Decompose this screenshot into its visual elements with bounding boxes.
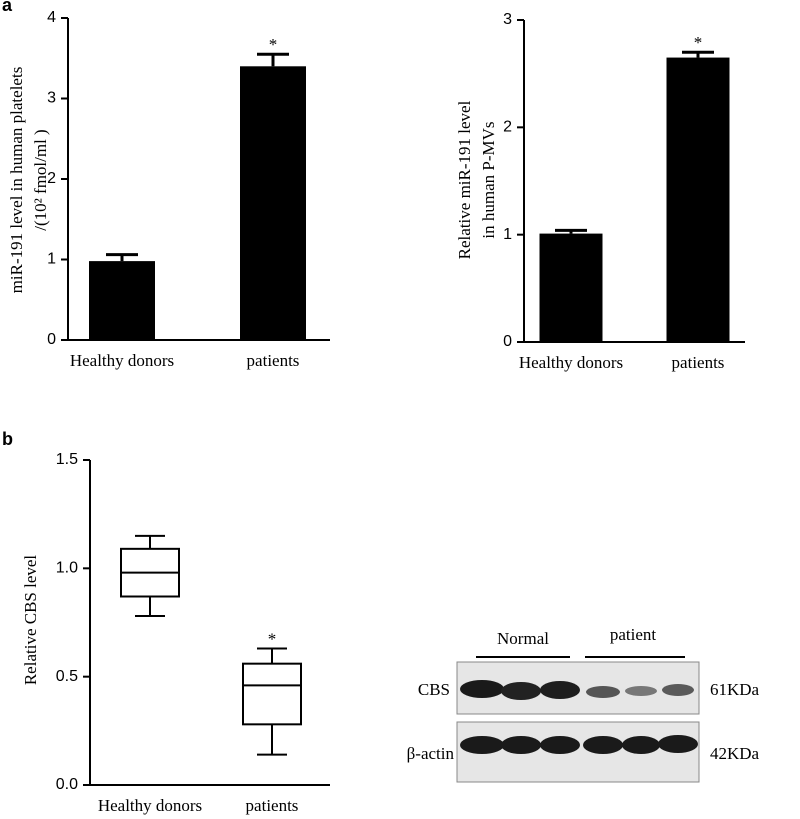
band <box>460 736 504 754</box>
y-axis-label: /(10² fmol/ml ) <box>31 129 50 230</box>
band <box>501 736 541 754</box>
y-tick-label: 0 <box>503 333 512 350</box>
group-label: patient <box>610 625 657 644</box>
y-axis-label: miR-191 level in human platelets <box>7 67 26 294</box>
panel-label: b <box>2 429 13 449</box>
panel-label: a <box>2 0 13 15</box>
x-tick-label: patients <box>247 351 300 370</box>
y-tick-label: 3 <box>503 11 512 28</box>
band <box>622 736 660 754</box>
y-tick-label: 0 <box>47 331 56 348</box>
significance-mark: * <box>268 629 277 648</box>
band <box>540 681 580 699</box>
band <box>460 680 504 698</box>
significance-mark: * <box>694 33 703 52</box>
size-label: 42KDa <box>710 744 760 763</box>
bar <box>89 261 155 340</box>
row-label: CBS <box>418 680 450 699</box>
y-tick-label: 1 <box>47 251 56 268</box>
y-tick-label: 0.0 <box>56 776 78 793</box>
band <box>662 684 694 696</box>
western-blot: Normal patient CBS β-actin 61KDa 42KDa <box>407 625 760 783</box>
band <box>625 686 657 696</box>
blot-panel <box>456 721 700 783</box>
y-tick-label: 1.5 <box>56 451 78 468</box>
significance-mark: * <box>269 35 278 54</box>
y-tick-label: 4 <box>47 9 56 26</box>
y-tick-label: 2 <box>47 170 56 187</box>
x-tick-label: patients <box>246 796 299 815</box>
band <box>540 736 580 754</box>
bar <box>539 233 603 342</box>
x-tick-label: Healthy donors <box>98 796 202 815</box>
y-tick-label: 3 <box>47 90 56 107</box>
group-label: Normal <box>497 629 549 648</box>
box <box>242 662 302 726</box>
y-tick-label: 1.0 <box>56 560 78 577</box>
bar <box>666 57 730 343</box>
y-tick-label: 0.5 <box>56 668 78 685</box>
y-axis-label: Relative miR-191 level <box>455 100 474 259</box>
y-axis-label: Relative CBS level <box>21 555 40 686</box>
x-tick-label: patients <box>672 353 725 372</box>
y-axis-label: in human P-MVs <box>479 121 498 238</box>
bar <box>240 66 306 341</box>
band <box>586 686 620 698</box>
band <box>583 736 623 754</box>
size-label: 61KDa <box>710 680 760 699</box>
y-tick-label: 1 <box>503 226 512 243</box>
row-label: β-actin <box>407 744 455 763</box>
band <box>658 735 698 753</box>
y-tick-label: 2 <box>503 119 512 136</box>
x-tick-label: Healthy donors <box>70 351 174 370</box>
band <box>501 682 541 700</box>
x-tick-label: Healthy donors <box>519 353 623 372</box>
